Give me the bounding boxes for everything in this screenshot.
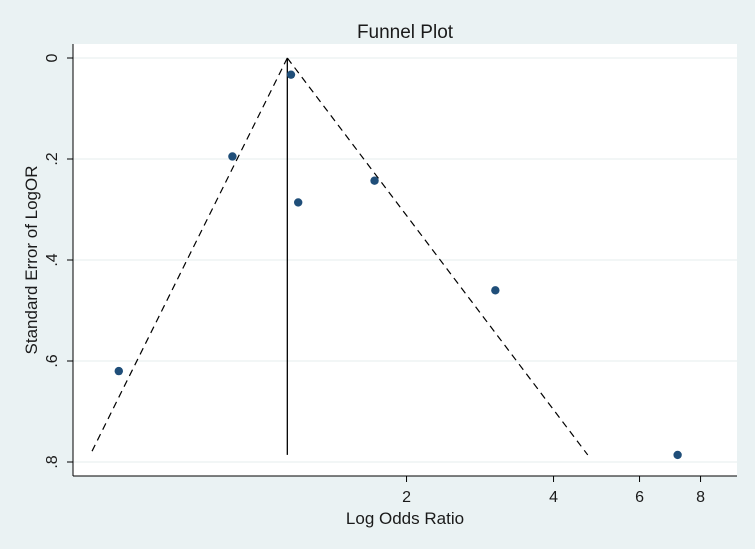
data-points (114, 70, 682, 460)
x-tick-label: 2 (402, 489, 411, 506)
x-tick-label: 6 (635, 489, 644, 506)
data-point (228, 152, 237, 161)
data-point (114, 366, 123, 376)
funnel-right-limit (286, 57, 589, 456)
chart-title: Funnel Plot (357, 22, 454, 43)
data-point (491, 286, 500, 295)
data-point (286, 70, 296, 79)
y-axis-label: Standard Error of LogOR (22, 166, 41, 355)
x-tick-label: 4 (549, 489, 558, 506)
funnel-limits (89, 57, 589, 456)
axes: 0 .2 .4 .6 .8 2 4 6 8 (44, 44, 737, 506)
x-axis-label: Log Odds Ratio (346, 509, 464, 528)
data-point (673, 450, 682, 460)
funnel-left-limit (89, 57, 288, 456)
y-tick-label: .8 (44, 455, 61, 468)
data-point (370, 176, 379, 185)
y-tick-label: .2 (44, 152, 61, 165)
y-tick-label: .6 (44, 354, 61, 367)
y-tick-label: 0 (44, 53, 61, 62)
y-tick-label: .4 (44, 253, 61, 266)
data-point (293, 198, 303, 207)
grid-lines (73, 57, 737, 463)
x-tick-label: 8 (696, 489, 705, 506)
